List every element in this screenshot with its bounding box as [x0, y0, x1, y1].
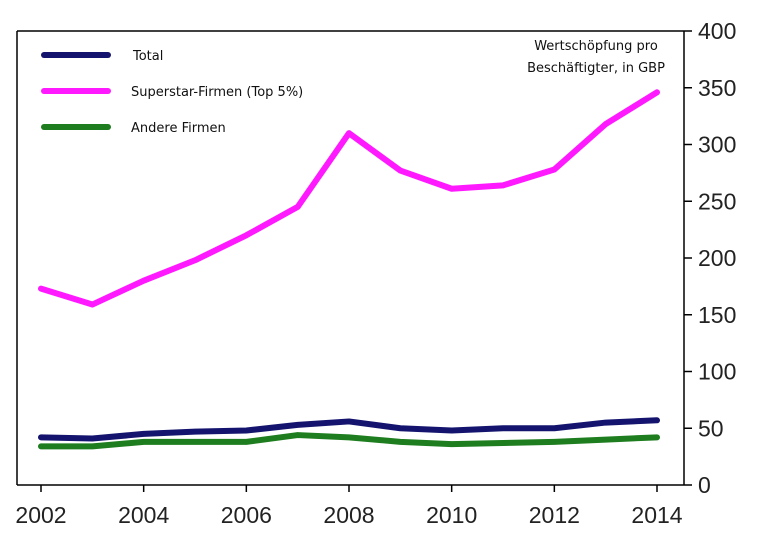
data-point-superstar-firmen-top-5	[244, 233, 249, 238]
x-tick-label: 2004	[118, 502, 169, 528]
legend-label-andere-firmen: Andere Firmen	[131, 121, 226, 136]
data-point-andere-firmen	[295, 432, 300, 438]
y-unit-label: Wertschöpfung pro Beschäftigter, in GBP	[527, 39, 665, 76]
y-tick-label: 50	[698, 415, 724, 441]
series-lines	[38, 89, 660, 450]
y-tick-label: 150	[698, 302, 736, 328]
data-point-andere-firmen	[346, 435, 352, 440]
x-axis: 2002 2004 2006 2008 2010 2012 2014	[15, 485, 683, 528]
y-tick-label: 0	[698, 472, 711, 498]
data-point-andere-firmen	[654, 435, 660, 440]
x-tick-label: 2010	[426, 502, 477, 528]
data-point-superstar-firmen-top-5	[346, 130, 352, 136]
data-point-total	[449, 428, 454, 433]
data-point-andere-firmen	[244, 439, 249, 445]
legend-label-superstar-firmen-top-5: Superstar-Firmen (Top 5%)	[131, 85, 303, 100]
y-tick-label: 350	[698, 75, 736, 101]
data-point-total	[654, 418, 660, 423]
y-tick-label: 400	[698, 18, 736, 44]
data-point-andere-firmen	[398, 439, 403, 445]
data-point-total	[90, 436, 95, 441]
data-point-andere-firmen	[38, 444, 44, 449]
data-point-superstar-firmen-top-5	[38, 286, 44, 291]
data-point-andere-firmen	[500, 440, 506, 446]
data-point-total	[500, 426, 506, 431]
data-point-total	[552, 426, 557, 431]
data-point-andere-firmen	[603, 437, 608, 442]
data-point-andere-firmen	[449, 441, 454, 447]
legend: Total Superstar-Firmen (Top 5%) Andere Fir…	[41, 49, 303, 136]
data-point-total	[244, 428, 249, 433]
data-point-andere-firmen	[552, 439, 557, 445]
data-point-superstar-firmen-top-5	[192, 258, 198, 263]
data-point-total	[192, 429, 198, 434]
data-point-andere-firmen	[90, 444, 95, 449]
data-point-total	[346, 419, 352, 424]
data-point-andere-firmen	[192, 439, 198, 445]
data-point-superstar-firmen-top-5	[90, 302, 95, 307]
data-point-superstar-firmen-top-5	[295, 204, 300, 210]
y-unit-line-1: Wertschöpfung pro	[534, 39, 658, 54]
x-tick-label: 2012	[529, 502, 580, 528]
x-tick-label: 2002	[15, 502, 66, 528]
data-point-superstar-firmen-top-5	[449, 186, 454, 191]
y-tick-label: 250	[698, 188, 736, 214]
x-tick-label: 2006	[221, 502, 272, 528]
y-unit-line-2: Beschäftigter, in GBP	[527, 61, 665, 76]
y-axis: 0 50 100 150 200 250 300 350 400	[684, 18, 736, 498]
data-point-total	[141, 431, 146, 437]
data-point-superstar-firmen-top-5	[141, 278, 146, 283]
y-tick-label: 200	[698, 245, 736, 271]
data-point-superstar-firmen-top-5	[603, 121, 608, 127]
data-point-andere-firmen	[141, 439, 146, 445]
plot-frame	[16, 30, 685, 486]
data-point-superstar-firmen-top-5	[398, 168, 403, 173]
y-tick-label: 100	[698, 359, 736, 385]
data-point-total	[398, 426, 403, 431]
x-tick-label: 2014	[631, 502, 682, 528]
data-point-superstar-firmen-top-5	[552, 167, 557, 172]
data-point-superstar-firmen-top-5	[654, 90, 660, 95]
y-tick-label: 300	[698, 132, 736, 158]
data-point-total	[38, 435, 44, 440]
data-point-total	[603, 420, 608, 425]
data-point-total	[295, 422, 300, 428]
legend-label-total: Total	[132, 49, 163, 64]
data-point-superstar-firmen-top-5	[500, 183, 506, 188]
x-tick-label: 2008	[323, 502, 374, 528]
